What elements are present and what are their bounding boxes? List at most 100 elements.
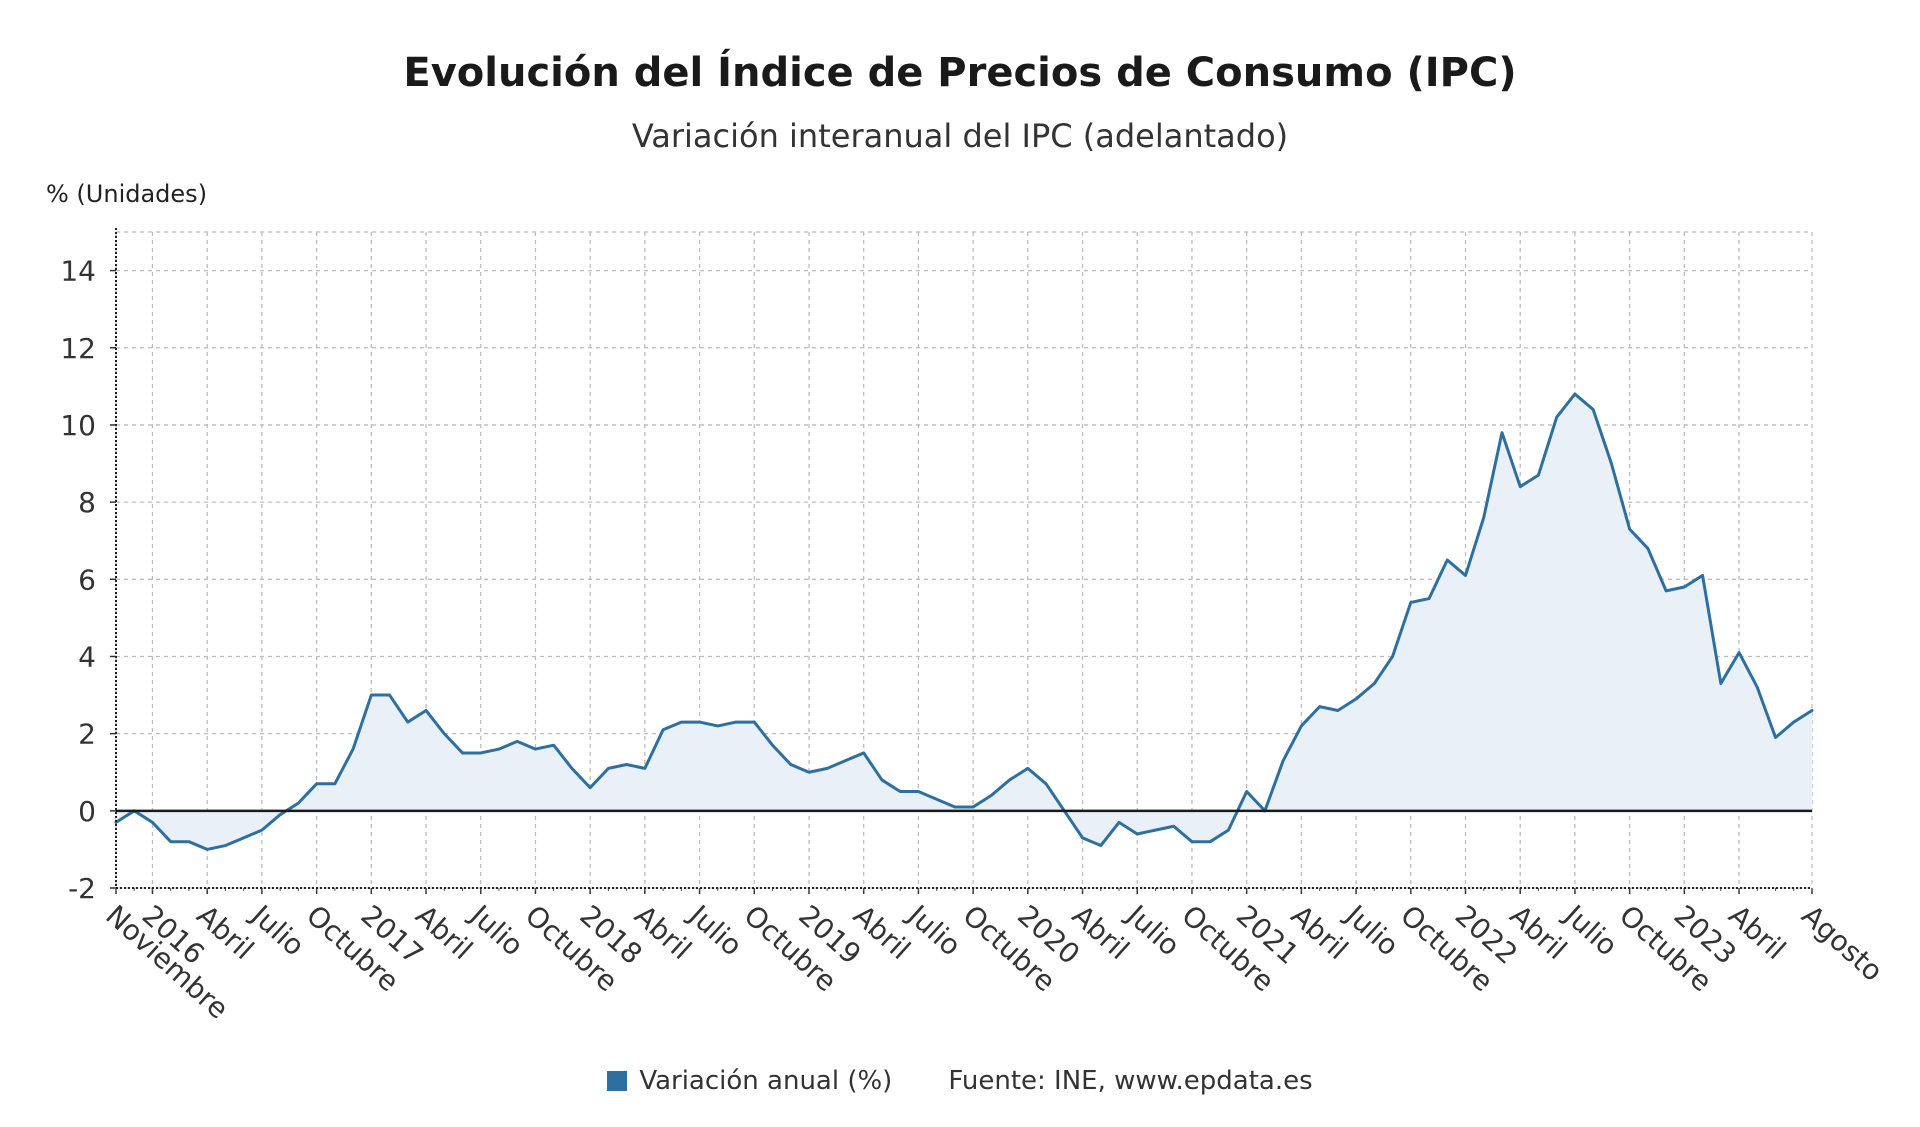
data-point: [1372, 681, 1376, 685]
data-point: [625, 763, 629, 767]
data-point: [1281, 759, 1285, 763]
chart-subtitle: Variación interanual del IPC (adelantado…: [631, 117, 1289, 155]
data-point: [1701, 573, 1705, 577]
data-point: [1464, 573, 1468, 577]
data-point: [424, 708, 428, 712]
data-point: [1427, 597, 1431, 601]
data-point: [1172, 824, 1176, 828]
data-point: [1245, 790, 1249, 794]
data-point: [588, 786, 592, 790]
axes: [110, 228, 1813, 894]
data-point: [1008, 778, 1012, 782]
data-point: [1810, 708, 1814, 712]
data-point: [698, 720, 702, 724]
area-layer: [114, 392, 1814, 851]
data-point: [1445, 558, 1449, 562]
data-point: [752, 720, 756, 724]
data-point: [716, 724, 720, 728]
y-tick-label: 4: [78, 640, 96, 673]
data-point: [825, 766, 829, 770]
data-point: [388, 693, 392, 697]
y-tick-label: 14: [60, 255, 96, 288]
x-tick-label: Julio: [463, 897, 530, 962]
legend-series-label: Variación anual (%): [639, 1066, 893, 1096]
data-point: [187, 840, 191, 844]
data-point: [333, 782, 337, 786]
data-point: [369, 693, 373, 697]
x-tick-label: Julio: [1557, 897, 1624, 962]
source-note: Fuente: INE, www.epdata.es: [948, 1066, 1313, 1096]
data-point: [442, 732, 446, 736]
data-point: [1482, 516, 1486, 520]
data-point: [1755, 685, 1759, 689]
data-point: [497, 747, 501, 751]
data-point: [734, 720, 738, 724]
legend-swatch: [607, 1071, 628, 1091]
data-point: [661, 728, 665, 732]
data-point: [1409, 600, 1413, 604]
data-point: [1026, 766, 1030, 770]
x-tick-label: Agosto: [1795, 899, 1889, 988]
data-point: [150, 820, 154, 824]
data-point: [771, 743, 775, 747]
data-point: [1628, 527, 1632, 531]
data-point: [1774, 736, 1778, 740]
x-tick-label: Julio: [244, 897, 311, 962]
data-point: [1117, 820, 1121, 824]
data-point: [1609, 462, 1613, 466]
series-area: [116, 394, 1812, 850]
data-point: [260, 828, 264, 832]
x-tick-label: Julio: [900, 897, 967, 962]
data-point: [1573, 392, 1577, 396]
data-point: [1792, 720, 1796, 724]
data-point: [406, 720, 410, 724]
data-point: [1044, 782, 1048, 786]
data-point: [789, 763, 793, 767]
data-point: [169, 840, 173, 844]
data-point: [1391, 654, 1395, 658]
data-point: [1081, 836, 1085, 840]
y-tick-labels: -2 0 2 4 6 8 10 12 14: [60, 255, 96, 905]
data-point: [1682, 585, 1686, 589]
data-point: [1226, 828, 1230, 832]
data-point: [315, 782, 319, 786]
series-line: [114, 392, 1814, 851]
data-point: [1719, 681, 1723, 685]
data-point: [1500, 431, 1504, 435]
data-point: [1518, 485, 1522, 489]
x-tick-label: Julio: [1338, 897, 1405, 962]
data-point: [1208, 840, 1212, 844]
data-point: [1354, 697, 1358, 701]
data-point: [1135, 832, 1139, 836]
data-point: [1664, 589, 1668, 593]
data-point: [205, 847, 209, 851]
data-point: [570, 766, 574, 770]
data-point: [351, 747, 355, 751]
x-tick-label: Julio: [1119, 897, 1186, 962]
y-tick-label: 2: [78, 718, 96, 751]
data-point: [1591, 408, 1595, 412]
data-point: [552, 743, 556, 747]
data-point: [843, 759, 847, 763]
ipc-line-chart: -2 0 2 4 6 8 10 12 14 Noviembre2016AbrilJulioOct…: [60, 228, 1889, 1025]
data-point: [1153, 828, 1157, 832]
data-point: [1646, 546, 1650, 550]
chart-title: Evolución del Índice de Precios de Consu…: [403, 50, 1517, 96]
data-point: [1555, 415, 1559, 419]
data-point: [1737, 651, 1741, 655]
data-point: [971, 805, 975, 809]
x-tick-label: Julio: [681, 897, 748, 962]
y-tick-label: 6: [78, 563, 96, 596]
data-point: [1318, 705, 1322, 709]
data-point: [935, 797, 939, 801]
legend: Variación anual (%) Fuente: INE, www.epda…: [0, 1066, 1920, 1096]
y-tick-label: 10: [60, 409, 96, 442]
data-point: [1099, 844, 1103, 848]
data-point: [880, 778, 884, 782]
data-point: [916, 790, 920, 794]
data-point: [898, 790, 902, 794]
data-point: [862, 751, 866, 755]
data-point: [515, 739, 519, 743]
data-point: [1536, 473, 1540, 477]
data-point: [953, 805, 957, 809]
